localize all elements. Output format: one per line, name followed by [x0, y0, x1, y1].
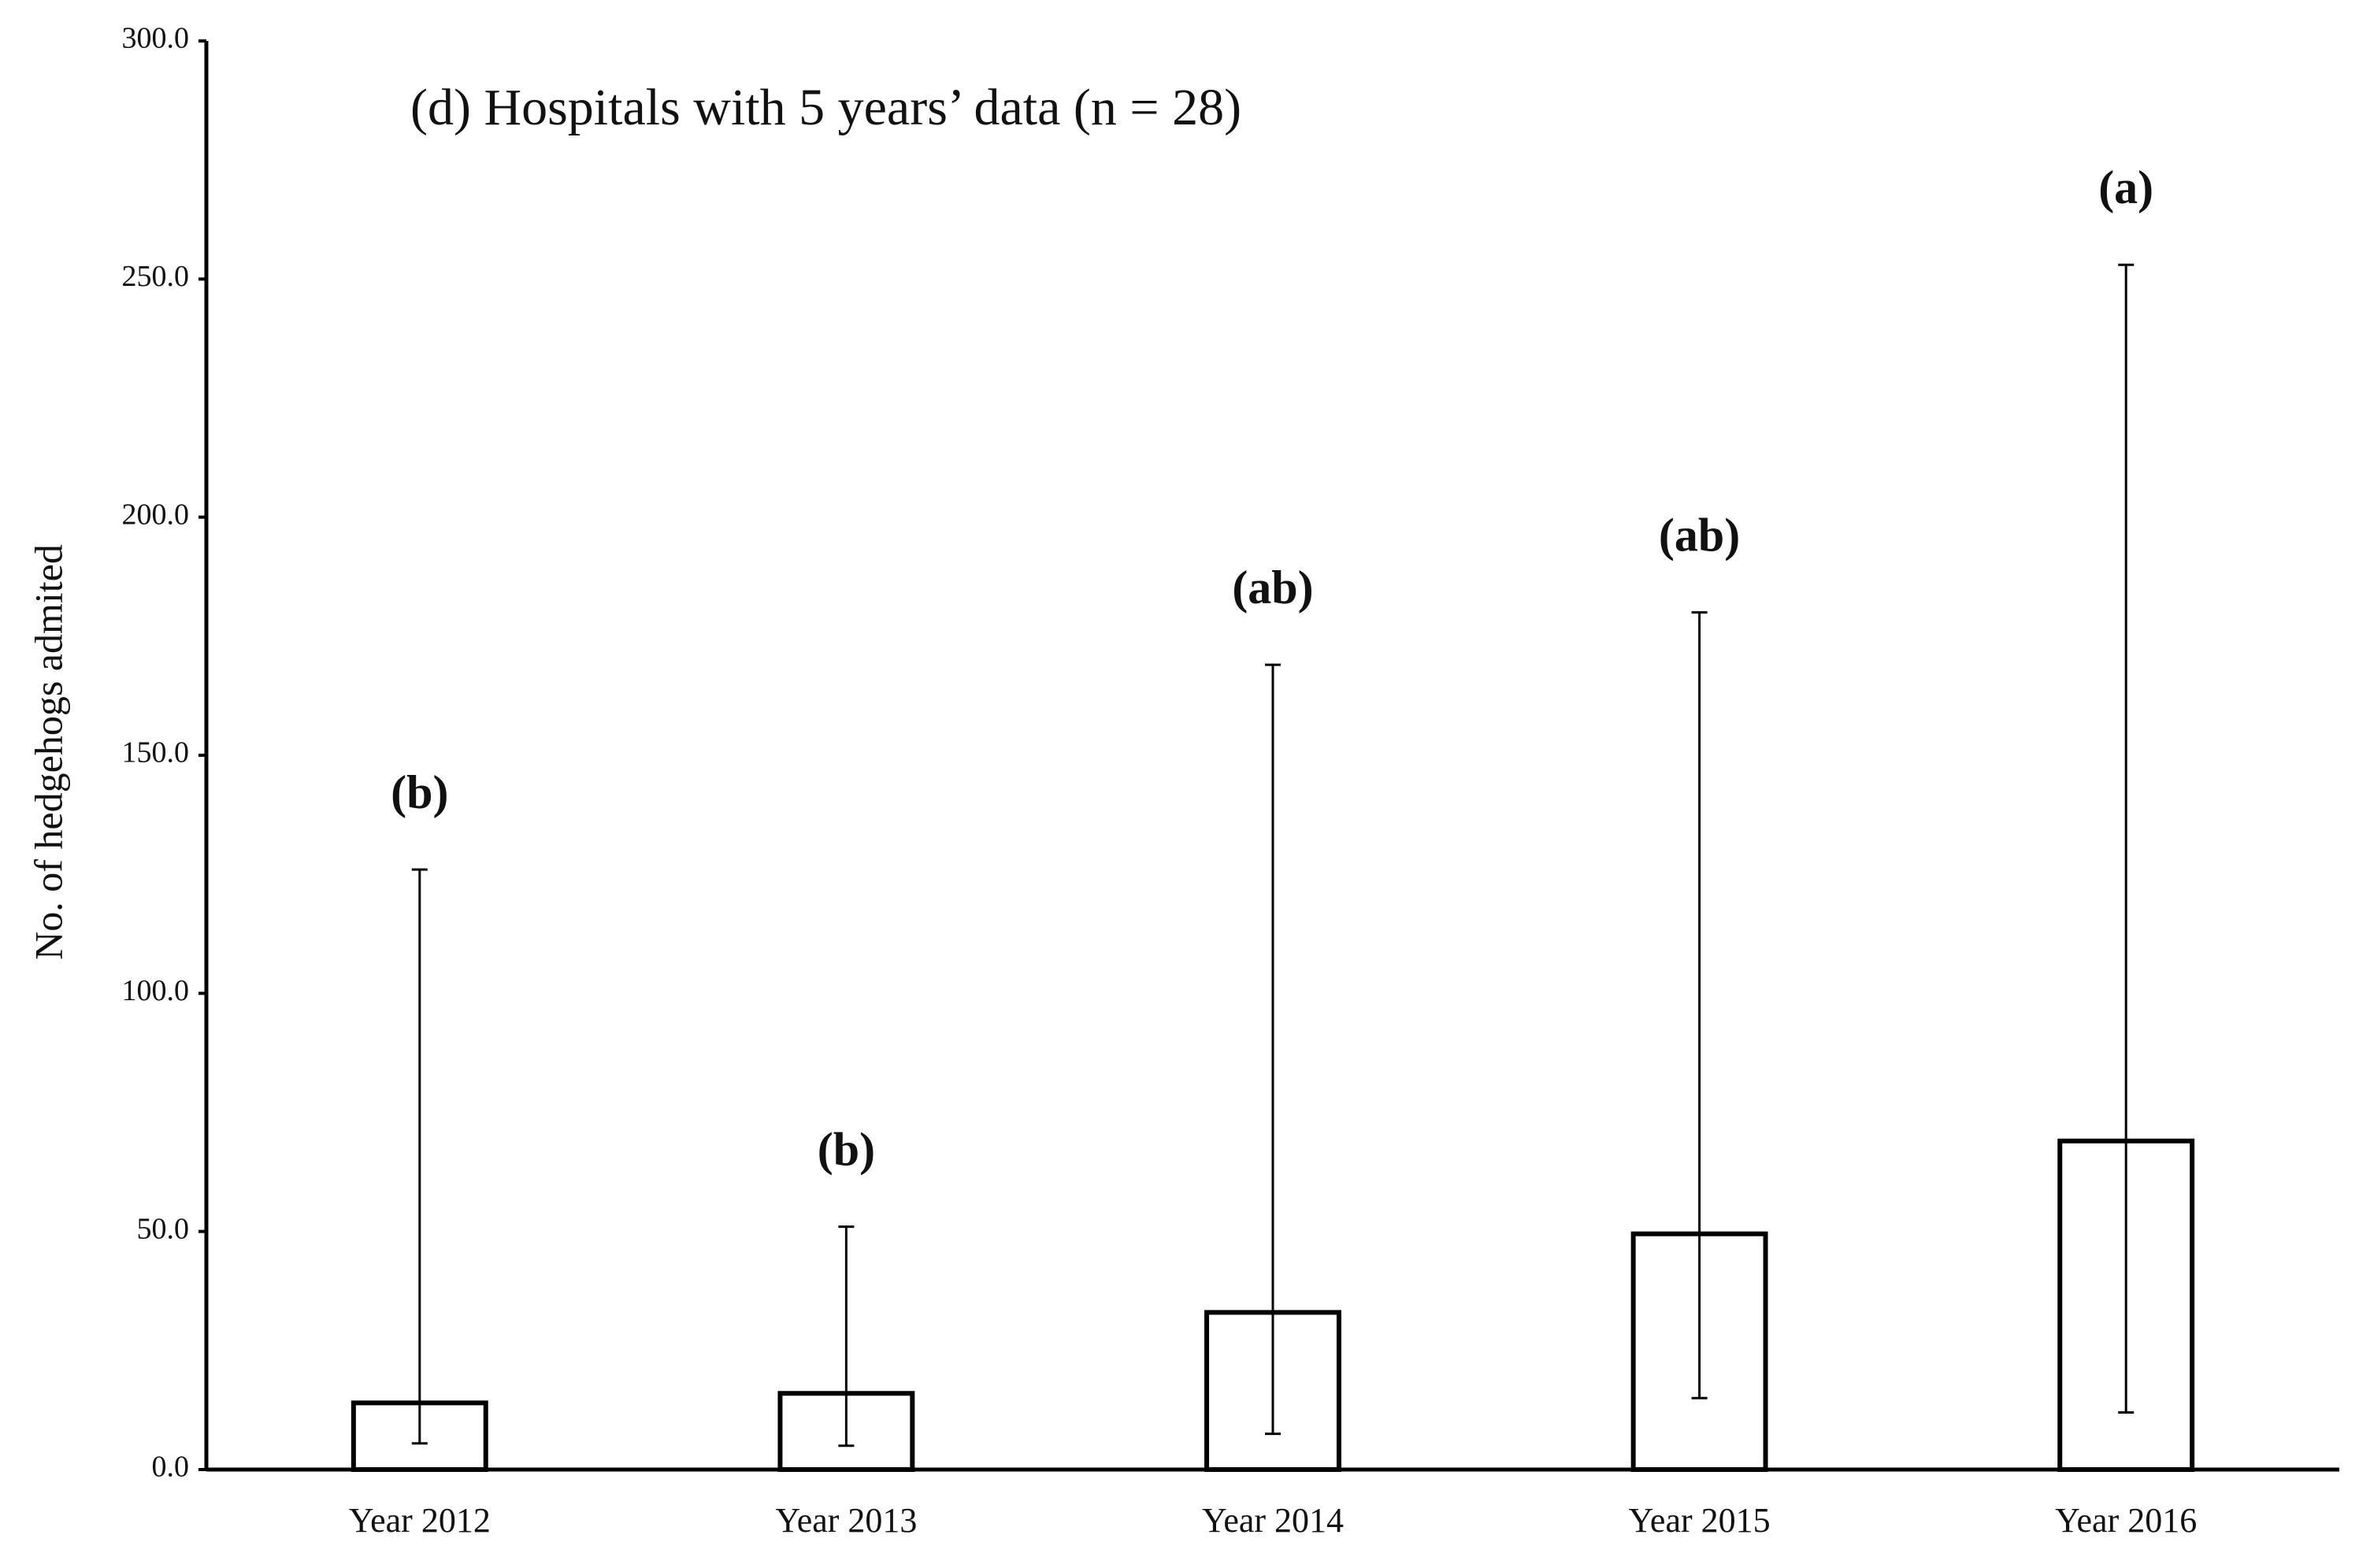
annotation: (a)	[2098, 161, 2153, 213]
annotation: (ab)	[1659, 509, 1740, 561]
x-tick-label: Year 2014	[1202, 1501, 1344, 1540]
annotation: (b)	[391, 766, 448, 818]
y-tick-label: 100.0	[122, 974, 190, 1007]
y-tick-label: 50.0	[137, 1212, 190, 1245]
chart-title: (d) Hospitals with 5 years’ data (n = 28…	[410, 79, 1241, 136]
y-axis-label: No. of hedgehogs admited	[26, 544, 70, 960]
x-tick-label: Year 2012	[349, 1501, 491, 1540]
x-tick-label: Year 2015	[1629, 1501, 1771, 1540]
y-tick-label: 0.0	[152, 1451, 190, 1484]
x-tick-label: Year 2016	[2055, 1501, 2197, 1540]
y-tick-label: 200.0	[122, 498, 190, 531]
y-tick-label: 150.0	[122, 736, 190, 769]
y-tick-label: 300.0	[122, 22, 190, 55]
annotation: (ab)	[1232, 562, 1313, 613]
y-tick-label: 250.0	[122, 260, 190, 293]
x-tick-label: Year 2013	[775, 1501, 917, 1540]
annotation: (b)	[818, 1123, 875, 1175]
